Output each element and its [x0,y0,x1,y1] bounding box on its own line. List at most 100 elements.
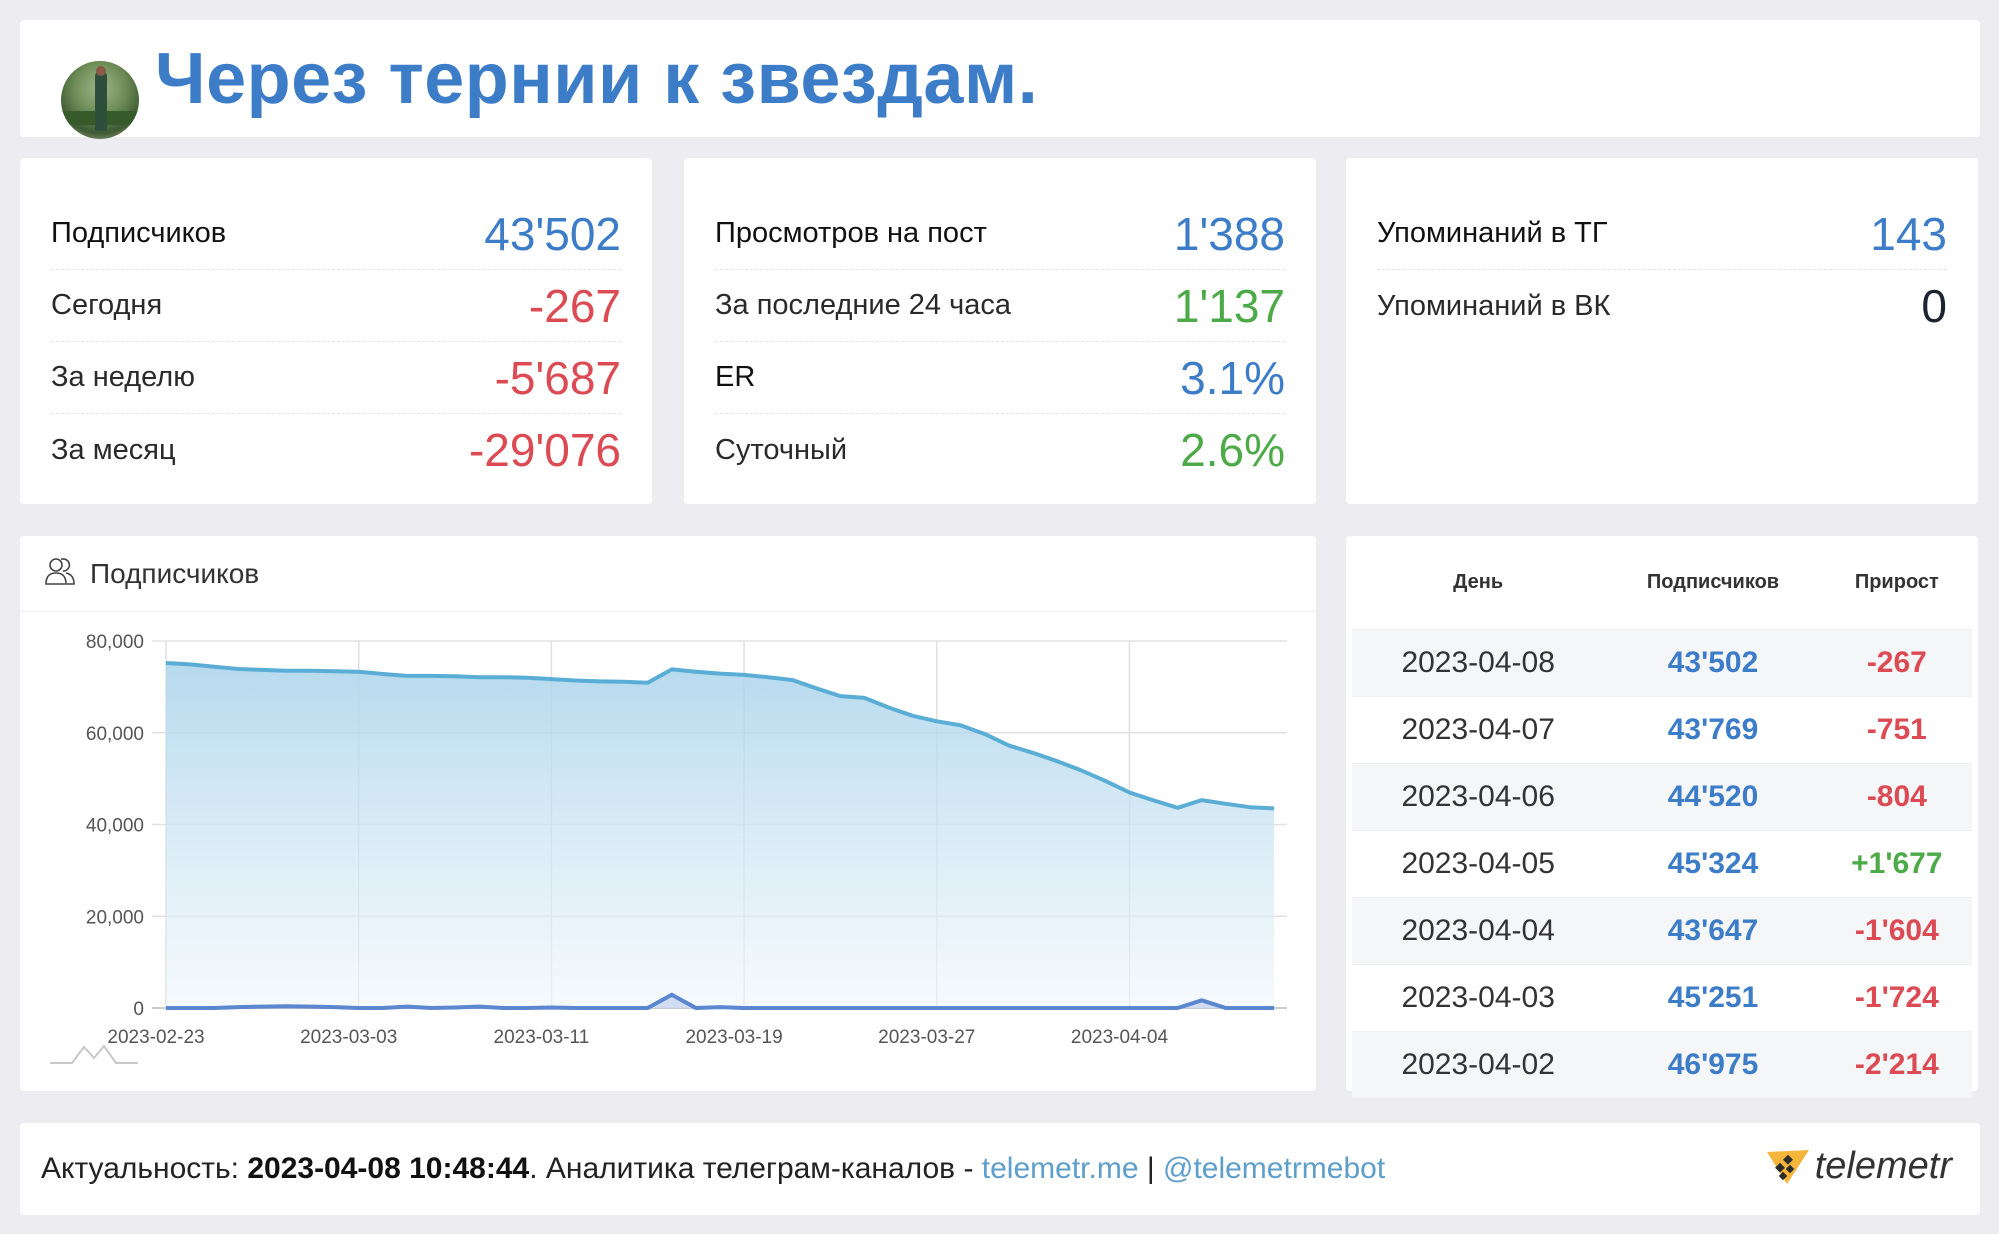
cell-gain: +1'677 [1821,829,1972,897]
stat-label: За неделю [51,361,195,393]
chart-thumbnail-icon[interactable] [50,1044,138,1064]
svg-text:2023-03-27: 2023-03-27 [878,1027,975,1048]
channel-header: Через тернии к звездам. [20,20,1980,139]
stat-row-subscribers: Подписчиков 43'502 [51,198,621,270]
mentions-stats-card: Упоминаний в ТГ 143 Упоминаний в ВК 0 [1346,158,1978,504]
stat-label: Упоминаний в ВК [1377,289,1611,322]
cell-day: 2023-04-07 [1352,695,1605,763]
table-row: 2023-04-04 43'647 -1'604 [1352,896,1972,964]
stat-row-week: За неделю -5'687 [51,342,621,414]
telemetr-logo-icon [1766,1149,1809,1184]
link-separator: | [1138,1152,1163,1185]
gain-line [166,992,1274,1010]
stat-value: -5'687 [494,351,621,404]
stat-label: За последние 24 часа [715,289,1011,321]
cell-day: 2023-04-06 [1352,762,1605,830]
stat-value: 1'388 [1173,207,1285,260]
column-header-gain: Прирост [1854,570,1939,593]
cell-day: 2023-04-05 [1352,829,1605,897]
chart-title: Подписчиков [90,557,260,589]
cell-day: 2023-04-08 [1352,628,1605,696]
svg-text:0: 0 [133,999,144,1020]
stat-value: -29'076 [468,424,621,476]
y-axis-labels: 0 20,000 40,000 60,000 80,000 [86,632,144,1020]
svg-text:2023-03-03: 2023-03-03 [300,1027,397,1048]
cell-subscribers: 45'251 [1604,963,1822,1031]
svg-text:20,000: 20,000 [86,907,144,928]
stat-row-month: За месяц -29'076 [51,414,621,486]
stat-row-views-per-post: Просмотров на пост 1'388 [715,198,1285,270]
cell-subscribers: 45'324 [1604,829,1822,897]
svg-text:2023-03-11: 2023-03-11 [494,1027,590,1048]
footer: Актуальность: 2023-04-08 10:48:44 . Анал… [20,1123,1980,1215]
table-row: 2023-04-08 43'502 -267 [1352,628,1972,696]
cell-gain: -1'724 [1821,963,1972,1031]
stat-label: Суточный [715,433,848,466]
table-row: 2023-04-06 44'520 -804 [1352,762,1972,830]
stat-label: Упоминаний в ТГ [1377,217,1608,249]
views-stats-card: Просмотров на пост 1'388 За последние 24… [684,158,1316,504]
svg-text:40,000: 40,000 [86,816,144,837]
subscribers-stats-card: Подписчиков 43'502 Сегодня -267 За недел… [20,158,652,504]
cell-gain: -267 [1821,628,1972,696]
cell-subscribers: 44'520 [1604,762,1822,830]
footer-description: . Аналитика телеграм-каналов - [529,1152,982,1185]
users-icon [44,556,76,591]
table-row: 2023-04-03 45'251 -1'724 [1352,963,1972,1031]
cell-day: 2023-04-03 [1352,963,1605,1031]
cell-subscribers: 43'769 [1604,695,1822,763]
stat-label: ER [715,361,756,393]
svg-text:60,000: 60,000 [86,724,144,745]
stat-row-today: Сегодня -267 [51,270,621,342]
stat-value: -267 [528,279,621,332]
stat-label: Сегодня [51,289,163,321]
stat-label: Подписчиков [51,217,227,249]
stat-row-er: ER 3.1% [715,342,1285,414]
stat-value: 43'502 [484,207,621,260]
subscribers-line [165,661,1275,811]
stat-row-vk-mentions: Упоминаний в ВК 0 [1377,270,1947,342]
svg-text:2023-03-19: 2023-03-19 [685,1027,782,1048]
cell-subscribers: 43'502 [1604,628,1822,696]
svg-text:80,000: 80,000 [86,632,144,653]
stat-row-daily-er: Суточный 2.6% [715,414,1285,486]
stat-label: За месяц [51,433,176,466]
bot-link[interactable]: @telemetrmebot [1162,1152,1386,1185]
cell-gain: -751 [1821,695,1972,763]
subscribers-chart-card: Подписчиков 0 20,000 40,000 60,000 80,000 20… [20,536,1316,1091]
channel-avatar[interactable] [61,61,139,139]
cell-gain: -2'214 [1821,1030,1972,1098]
telemetr-logo[interactable]: telemetr [1765,1145,1952,1188]
svg-text:2023-04-04: 2023-04-04 [1071,1027,1169,1048]
x-axis-labels: 2023-02-23 2023-03-03 2023-03-11 2023-03-19… [107,1027,1168,1048]
freshness-timestamp: 2023-04-08 10:48:44 [247,1152,530,1185]
avatar-head [96,66,106,76]
table-row: 2023-04-07 43'769 -751 [1352,695,1972,763]
stat-value: 1'137 [1173,279,1285,332]
stat-row-tg-mentions: Упоминаний в ТГ 143 [1377,198,1947,270]
chart-header: Подписчиков [20,536,1316,612]
freshness-label: Актуальность: [41,1152,248,1185]
svg-text:2023-02-23: 2023-02-23 [107,1027,204,1048]
channel-title: Через тернии к звездам. [155,39,1039,119]
table-row: 2023-04-05 45'324 +1'677 [1352,829,1972,897]
table-row: 2023-04-02 46'975 -2'214 [1352,1030,1972,1098]
column-header-subscribers: Подписчиков [1646,570,1780,593]
stat-row-views-24h: За последние 24 часа 1'137 [715,270,1285,342]
cell-subscribers: 46'975 [1604,1030,1822,1098]
stat-value: 143 [1870,207,1947,260]
cell-subscribers: 43'647 [1604,896,1822,964]
stat-value: 0 [1921,280,1947,332]
cell-day: 2023-04-04 [1352,896,1605,964]
cell-gain: -804 [1821,762,1972,830]
stat-value: 3.1% [1180,351,1285,404]
stat-label: Просмотров на пост [715,217,987,249]
avatar-figure [95,71,107,131]
subscribers-area [166,663,1274,1008]
site-link[interactable]: telemetr.me [981,1152,1139,1185]
stat-value: 2.6% [1180,424,1285,476]
column-header-day: День [1453,570,1504,593]
cell-day: 2023-04-02 [1352,1030,1605,1098]
daily-subscribers-table-card: День Подписчиков Прирост 2023-04-08 43'5… [1346,536,1978,1098]
